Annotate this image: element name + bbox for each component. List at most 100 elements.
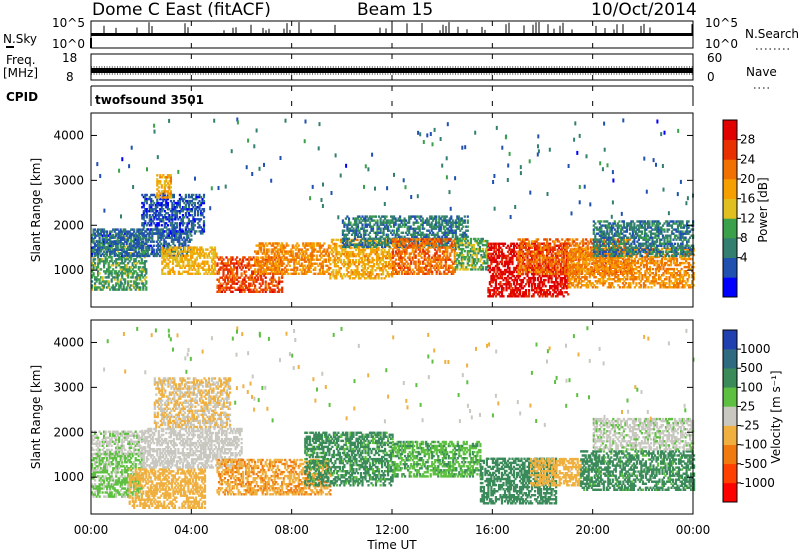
- data-cell: [230, 262, 233, 265]
- data-cell: [189, 210, 192, 213]
- data-cell: [142, 214, 145, 217]
- data-cell: [139, 252, 142, 256]
- data-cell: [145, 242, 148, 245]
- data-cell: [332, 250, 335, 254]
- data-cell: [110, 270, 113, 273]
- data-cell: [287, 268, 290, 271]
- data-cell: [156, 174, 159, 177]
- data-cell: [167, 258, 170, 261]
- data-cell: [98, 248, 101, 251]
- data-cell: [252, 264, 255, 267]
- data-cell: [444, 264, 447, 267]
- data-cell: [106, 252, 109, 255]
- data-cell: [190, 222, 193, 225]
- data-cell: [233, 262, 236, 265]
- data-cell: [142, 248, 145, 251]
- data-cell: [95, 230, 98, 233]
- data-cell: [166, 236, 169, 239]
- data-cell: [140, 230, 143, 233]
- data-cell: [200, 254, 203, 257]
- data-cell: [195, 264, 198, 267]
- data-cell: [97, 234, 100, 237]
- data-cell: [269, 286, 272, 289]
- data-cell: [177, 218, 180, 221]
- data-cell: [187, 201, 190, 205]
- data-cell: [145, 276, 148, 279]
- data-cell: [184, 230, 187, 233]
- data-cell: [177, 201, 180, 205]
- data-cell: [201, 248, 205, 251]
- data-cell: [171, 203, 174, 207]
- data-cell: [380, 277, 383, 280]
- data-cell: [130, 241, 133, 245]
- data-cell: [159, 193, 162, 197]
- data-cell: [393, 254, 396, 257]
- data-cell: [222, 286, 225, 289]
- data-cell: [341, 219, 344, 222]
- data-cell: [261, 264, 264, 267]
- data-cell: [145, 234, 148, 237]
- data-cell: [260, 278, 263, 281]
- data-cell: [136, 240, 139, 243]
- data-cell: [227, 280, 230, 283]
- data-cell: [98, 280, 101, 283]
- data-cell: [146, 246, 149, 249]
- data-cell: [118, 286, 121, 289]
- data-cell: [184, 242, 187, 245]
- data-cell: [166, 206, 169, 209]
- data-cell: [145, 239, 148, 243]
- beam-title: Beam 15: [357, 0, 433, 20]
- data-cell: [207, 268, 211, 271]
- data-cell: [481, 247, 484, 251]
- data-cell: [91, 246, 94, 249]
- data-cell: [258, 262, 261, 265]
- data-cell: [160, 234, 163, 237]
- data-cell: [92, 240, 95, 243]
- data-cell: [204, 262, 208, 265]
- data-cell: [189, 220, 192, 223]
- data-cell: [136, 236, 139, 239]
- data-cell: [213, 256, 217, 259]
- data-cell: [142, 201, 145, 205]
- data-cell: [124, 270, 127, 273]
- data-cell: [189, 228, 192, 231]
- data-cell: [231, 270, 234, 273]
- data-cell: [175, 212, 178, 215]
- data-cell: [216, 270, 219, 273]
- data-cell: [227, 272, 230, 275]
- data-cell: [118, 288, 121, 291]
- data-cell: [239, 286, 242, 289]
- data-cell: [169, 178, 172, 181]
- data-cell: [225, 266, 228, 269]
- data-cell: [98, 262, 101, 265]
- data-cell: [110, 250, 113, 253]
- data-cell: [130, 239, 133, 243]
- data-cell: [216, 256, 219, 259]
- data-cell: [128, 284, 131, 287]
- data-cell: [115, 252, 118, 256]
- data-cell: [450, 240, 453, 243]
- data-cell: [115, 248, 118, 251]
- data-cell: [160, 201, 163, 205]
- data-cell: [168, 180, 171, 183]
- data-cell: [490, 262, 493, 266]
- data-cell: [109, 240, 112, 243]
- data-cell: [184, 195, 187, 199]
- data-cell: [178, 244, 181, 247]
- data-cell: [107, 270, 110, 273]
- data-region: [156, 174, 172, 199]
- data-cell: [125, 243, 128, 247]
- data-cell: [198, 230, 201, 233]
- data-cell: [230, 278, 233, 281]
- data-cell: [140, 250, 143, 253]
- data-cell: [257, 256, 260, 259]
- data-cell: [269, 256, 272, 259]
- data-cell: [190, 203, 193, 207]
- data-cell: [136, 278, 139, 281]
- data-cell: [119, 232, 122, 235]
- data-cell: [160, 206, 163, 209]
- data-cell: [116, 264, 119, 267]
- data-cell: [161, 272, 164, 275]
- data-cell: [474, 268, 477, 271]
- data-cell: [180, 272, 183, 275]
